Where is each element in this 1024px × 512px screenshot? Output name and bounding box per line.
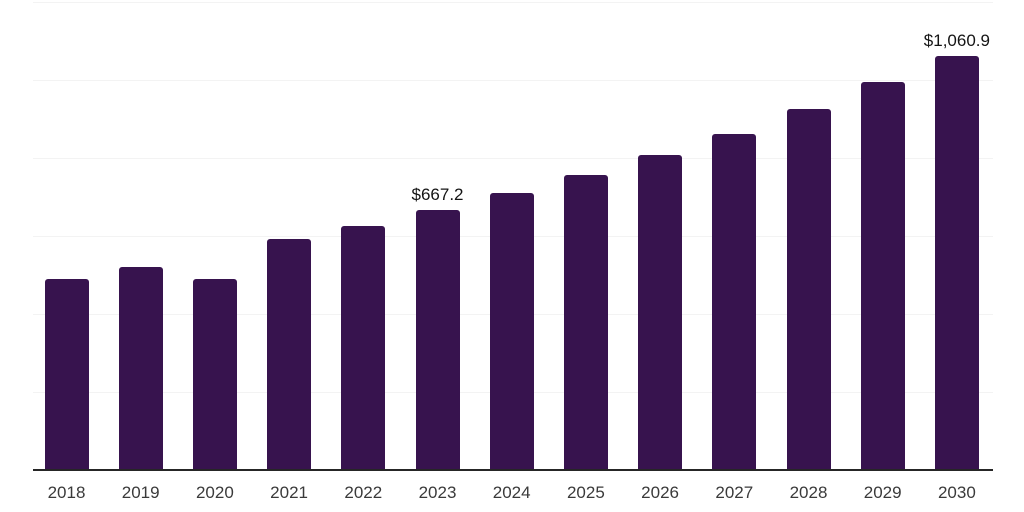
x-axis-label-2023: 2023 bbox=[418, 483, 457, 502]
bar-2022 bbox=[341, 226, 386, 470]
x-axis-label-2024: 2024 bbox=[492, 483, 531, 502]
bar-2030 bbox=[934, 56, 979, 470]
bar-2020 bbox=[192, 279, 237, 470]
x-axis-label-2022: 2022 bbox=[344, 483, 383, 502]
bar-2018 bbox=[44, 278, 89, 470]
bar-2028 bbox=[786, 108, 831, 470]
data-label-2023: $667.2 bbox=[411, 184, 464, 204]
x-axis-label-2018: 2018 bbox=[47, 483, 86, 502]
x-axis-label-2030: 2030 bbox=[937, 483, 976, 502]
bar-2029 bbox=[860, 82, 905, 470]
bar-2026 bbox=[638, 154, 683, 470]
bar-2021 bbox=[267, 239, 312, 470]
x-axis-line bbox=[33, 469, 993, 471]
x-axis-label-2029: 2029 bbox=[863, 483, 902, 502]
x-axis-label-2020: 2020 bbox=[195, 483, 234, 502]
gridline-1200 bbox=[33, 2, 993, 3]
x-axis-label-2027: 2027 bbox=[715, 483, 754, 502]
x-axis-label-2028: 2028 bbox=[789, 483, 828, 502]
data-label-2030: $1,060.9 bbox=[923, 31, 990, 51]
bar-2019 bbox=[118, 267, 163, 470]
bar-2023 bbox=[415, 209, 460, 470]
x-axis-label-2019: 2019 bbox=[121, 483, 160, 502]
x-axis-label-2026: 2026 bbox=[641, 483, 679, 502]
x-axis-label-2025: 2025 bbox=[566, 483, 605, 502]
gridline-800 bbox=[33, 158, 993, 159]
x-axis-label-2021: 2021 bbox=[270, 483, 308, 502]
gridline-1000 bbox=[33, 80, 993, 81]
bar-2027 bbox=[712, 133, 757, 470]
bar-2024 bbox=[489, 193, 534, 470]
bar-2025 bbox=[563, 174, 608, 470]
